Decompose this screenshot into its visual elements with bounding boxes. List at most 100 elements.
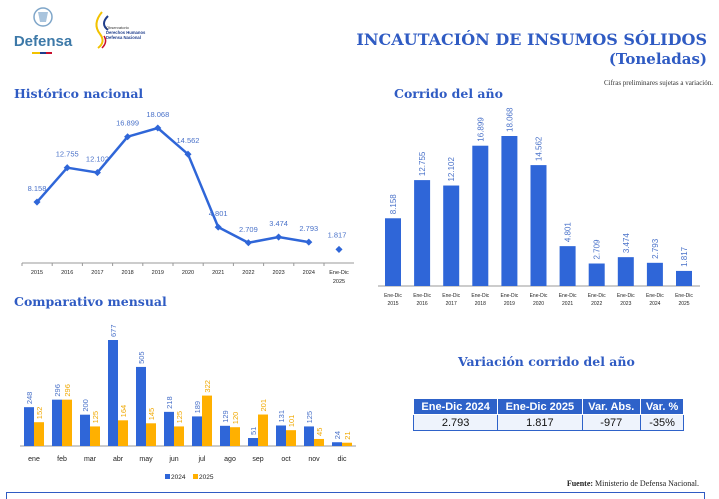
x-tick-label: 2016: [417, 301, 428, 307]
x-tick-label: jun: [168, 456, 178, 463]
preliminary-note: Cifras preliminares sujetas a variación.: [603, 79, 713, 87]
bar-2024: [304, 426, 314, 446]
corrido-bar-chart: 8.158 Ene-Dic 2015 12.755 Ene-Dic 2016 12.102 E…: [378, 107, 700, 307]
x-tick-label: Ene-Dic: [329, 270, 349, 276]
bar: [559, 246, 576, 286]
bar: [617, 257, 634, 286]
data-label-2024: 200: [81, 399, 90, 412]
observatorio-line-3: Defensa Nacional: [106, 35, 141, 40]
x-tick-label: 2020: [182, 270, 194, 276]
data-label-2025: 120: [231, 412, 240, 425]
defensa-logo: Defensa: [10, 4, 80, 56]
section-title-corrido: Corrido del año: [394, 86, 503, 101]
bar-2025: [258, 414, 268, 446]
bar-2025: [62, 399, 72, 446]
legend-label-2024: 2024: [171, 474, 186, 481]
data-label-2025: 45: [315, 428, 324, 436]
data-label-2025: 322: [203, 380, 212, 393]
source-label: Fuente:: [566, 479, 594, 488]
data-label-2025: 296: [63, 384, 72, 397]
source-text: Ministerio de Defensa Nacional.: [593, 479, 699, 488]
bar: [414, 180, 431, 286]
bar: [443, 185, 460, 286]
bar-2024: [192, 416, 202, 446]
section-title-variacion: Variación corrido del año: [458, 354, 635, 369]
bar-2024: [164, 411, 174, 446]
bar-2025: [34, 422, 44, 446]
x-tick-label: Ene-Dic: [471, 293, 489, 299]
x-tick-label: mar: [84, 456, 97, 463]
data-point: [335, 245, 343, 253]
section-title-historico: Histórico nacional: [14, 86, 144, 101]
data-label-2025: 164: [119, 405, 128, 418]
x-tick-label: Ene-Dic: [501, 293, 519, 299]
bar: [385, 218, 401, 286]
x-tick-label: 2023: [272, 270, 284, 276]
historico-line-chart: 8.158 2015 12.755 2016 12.102 2017 16.899 2018 1…: [21, 110, 354, 285]
x-tick-label: 2017: [91, 270, 103, 276]
bar: [676, 270, 692, 286]
x-tick-label: Ene-Dic: [646, 293, 664, 299]
bar: [501, 136, 518, 286]
legend-swatch-2024: [165, 474, 170, 479]
coat-of-arms-icon: Defensa: [14, 7, 73, 54]
data-label-2024: 51: [249, 427, 258, 435]
data-label: 2.793: [651, 238, 660, 259]
data-label: 8.158: [389, 194, 398, 215]
table-cell: -35%: [640, 414, 684, 431]
x-tick-label: 2021: [562, 301, 573, 307]
data-point: [244, 239, 252, 247]
data-label: 16.899: [116, 119, 139, 128]
col-header: Var. %: [640, 398, 684, 415]
bar-2024: [108, 340, 118, 446]
table-cell: 2.793: [412, 414, 499, 431]
bar: [472, 145, 489, 286]
data-label-2025: 101: [287, 415, 296, 428]
observatorio-line-2: Derechos Humanos: [106, 30, 146, 35]
observatorio-emblem-icon: Observatorio Derechos Humanos Defensa Na…: [95, 11, 146, 49]
x-tick-label: Ene-Dic: [675, 293, 693, 299]
data-label: 1.817: [680, 246, 689, 267]
data-label-2024: 129: [221, 410, 230, 423]
data-label-2024: 218: [165, 396, 174, 409]
x-tick-label: 2015: [387, 301, 398, 307]
x-tick-label: 2022: [242, 270, 254, 276]
legend-swatch-2025: [193, 474, 198, 479]
x-tick-label: 2018: [475, 301, 486, 307]
data-point: [33, 198, 41, 206]
x-tick-label: 2015: [31, 270, 43, 276]
col-header: Var. Abs.: [581, 398, 642, 415]
data-point: [93, 169, 101, 177]
data-label: 14.562: [535, 136, 544, 161]
data-label: 8.158: [28, 184, 47, 193]
bar: [588, 263, 605, 286]
bar-2024: [24, 407, 34, 446]
data-label: 3.474: [622, 233, 631, 254]
bar-2025: [286, 430, 296, 446]
x-tick-label: 2025: [678, 301, 689, 307]
x-tick-label: 2025: [333, 279, 345, 285]
data-label-2024: 677: [109, 324, 118, 337]
col-header: Ene-Dic 2024: [412, 398, 499, 415]
data-label-2024: 505: [137, 351, 146, 364]
data-label-2025: 152: [35, 407, 44, 420]
observatorio-line-1: Observatorio: [106, 25, 130, 30]
x-tick-label: 2018: [121, 270, 133, 276]
data-label-2025: 201: [259, 399, 268, 412]
data-point: [275, 233, 283, 241]
bar-2025: [230, 427, 240, 446]
x-tick-label: feb: [57, 456, 67, 463]
data-label-2024: 248: [25, 392, 34, 405]
bar: [646, 262, 663, 286]
page-title: INCAUTACIÓN DE INSUMOS SÓLIDOS: [356, 30, 707, 49]
x-tick-label: 2019: [504, 301, 515, 307]
data-label-2024: 296: [53, 384, 62, 397]
data-point: [154, 124, 162, 132]
bar-2024: [52, 399, 62, 446]
data-label-2025: 125: [175, 411, 184, 424]
x-tick-label: Ene-Dic: [384, 293, 402, 299]
x-tick-label: 2016: [61, 270, 73, 276]
table-cell: -977: [581, 414, 642, 431]
data-label: 2.793: [299, 224, 318, 233]
x-tick-label: 2022: [591, 301, 602, 307]
